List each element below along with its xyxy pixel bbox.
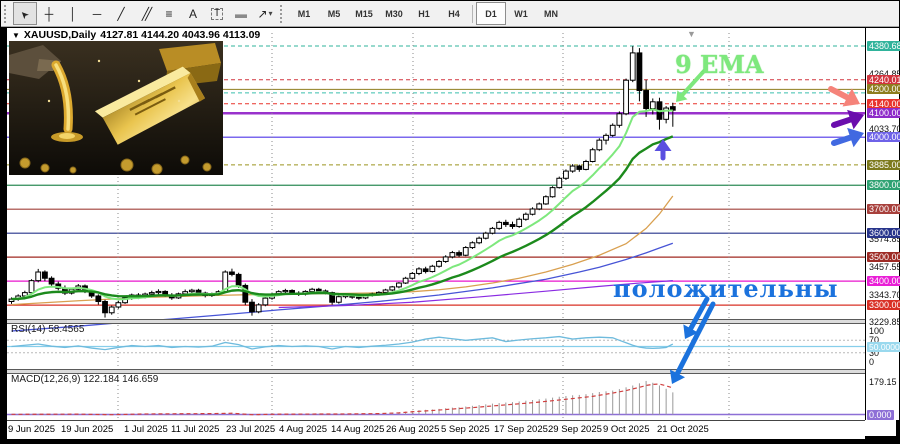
timeframe-m1-button[interactable]: M1 xyxy=(297,8,311,19)
toolbar-grip[interactable] xyxy=(4,4,9,23)
dropdown-caret-icon[interactable]: ▾ xyxy=(268,8,273,18)
price-level-label: 3400.00 xyxy=(867,276,900,287)
chart-title: ▼ XAUUSD,Daily 4127.81 4144.20 4043.96 4… xyxy=(12,29,260,41)
date-label: 4 Aug 2025 xyxy=(279,424,328,435)
price-level-label: 3600.00 xyxy=(867,228,900,239)
price-level-label: 4200.00 xyxy=(867,84,900,95)
fibonacci-icon: ≡ xyxy=(165,6,173,21)
price-axis[interactable]: 4264.85 4033.70 3574.85 3457.55 3343.70 3229.… xyxy=(865,28,900,420)
shapes-tool-button[interactable]: ▬ xyxy=(229,2,253,25)
horizontal-line-icon: ─ xyxy=(92,6,102,21)
trendline-icon: ╱ xyxy=(117,6,125,21)
price-level-label: 4100.00 xyxy=(867,108,900,119)
toolbar: ➤ ┼ │ ─ ╱ ╱╱ ≡ A T ▬ ↗ ▾ M1 M5 M15 M30 H1 H4 D1 W1 MN xyxy=(1,1,899,27)
date-label: 19 Jun 2025 xyxy=(61,424,114,435)
macd-zero-label: 0.000 xyxy=(867,409,894,420)
date-label: 1 Jul 2025 xyxy=(124,424,168,435)
date-label: 9 Jun 2025 xyxy=(8,424,56,435)
chart-shift-marker[interactable]: ▼ xyxy=(687,29,696,39)
date-label: 14 Aug 2025 xyxy=(331,424,385,435)
timeframe-h1-button[interactable]: H1 xyxy=(418,8,430,19)
rsi-indicator-label: RSI(14) 58.4565 xyxy=(11,324,85,335)
chart-symbol: XAUUSD,Daily xyxy=(23,29,97,41)
panel-separator-rsi-macd[interactable] xyxy=(7,369,865,374)
text-tool-button[interactable]: A xyxy=(181,2,205,25)
price-level-label: 4140.00 xyxy=(867,98,900,109)
equidistant-channel-tool-button[interactable]: ╱╱ xyxy=(133,2,157,25)
date-axis[interactable]: 9 Jun 2025 19 Jun 2025 1 Jul 2025 11 Jul 20… xyxy=(7,420,865,439)
fibonacci-tool-button[interactable]: ≡ xyxy=(157,2,181,25)
rsi-tick-label: 100 xyxy=(869,326,885,336)
price-tick-label: 3229.85 xyxy=(869,316,900,327)
price-level-label: 4000.00 xyxy=(867,132,900,143)
vertical-line-icon: │ xyxy=(69,6,77,21)
price-tick-label: 3574.85 xyxy=(869,234,900,245)
price-level-label: 4240.01 xyxy=(867,74,900,85)
chart-window[interactable]: 4264.85 4033.70 3574.85 3457.55 3343.70 3229.… xyxy=(6,27,900,439)
rsi-tick-label: 0 xyxy=(869,357,875,367)
date-label: 11 Jul 2025 xyxy=(171,424,220,435)
price-tick-label: 4264.85 xyxy=(869,68,900,79)
rsi-level-label: 50.0000 xyxy=(867,341,900,352)
price-tick-label: 4033.70 xyxy=(869,124,900,135)
crosshair-tool-button[interactable]: ┼ xyxy=(37,2,61,25)
timeframe-d1-button[interactable]: D1 xyxy=(476,2,506,25)
toolbar-separator xyxy=(472,4,473,23)
vertical-line-tool-button[interactable]: │ xyxy=(61,2,85,25)
timeframe-m30-button[interactable]: M30 xyxy=(385,8,403,19)
cursor-tool-button[interactable]: ➤ xyxy=(13,2,37,25)
positive-annotation-text: положительны xyxy=(613,274,839,303)
timeframe-mn-button[interactable]: MN xyxy=(544,8,558,19)
date-label: 17 Sep 2025 xyxy=(494,424,548,435)
shapes-icon: ▬ xyxy=(235,6,247,21)
price-tick-label: 3457.55 xyxy=(869,262,900,273)
chart-ohlc: 4127.81 4144.20 4043.96 4113.09 xyxy=(100,29,261,41)
rsi-tick-label: 30 xyxy=(869,347,880,358)
arrows-icon: ↗ xyxy=(257,6,268,21)
price-level-label: 3800.00 xyxy=(867,180,900,191)
macd-indicator-label: MACD(12,26,9) 122.184 146.659 xyxy=(11,374,159,385)
timeframe-h4-button[interactable]: H4 xyxy=(448,8,460,19)
chart-menu-icon[interactable]: ▼ xyxy=(12,30,20,40)
text-label-tool-button[interactable]: T xyxy=(205,2,229,25)
toolbar-grip[interactable] xyxy=(280,4,285,23)
date-label: 23 Jul 2025 xyxy=(226,424,276,435)
trendline-tool-button[interactable]: ╱ xyxy=(109,2,133,25)
date-label: 29 Sep 2025 xyxy=(548,424,602,435)
gold-bar-image xyxy=(9,41,223,175)
cursor-icon: ➤ xyxy=(17,6,32,21)
price-level-label: 3700.00 xyxy=(867,204,900,215)
horizontal-line-tool-button[interactable]: ─ xyxy=(85,2,109,25)
equidistant-channel-icon: ╱╱ xyxy=(141,6,153,21)
date-label: 26 Aug 2025 xyxy=(386,424,440,435)
date-label: 21 Oct 2025 xyxy=(657,424,709,435)
panel-separator-main-rsi[interactable] xyxy=(7,319,865,324)
date-label: 5 Sep 2025 xyxy=(441,424,490,435)
text-icon: A xyxy=(188,6,197,21)
rsi-tick-label: 70 xyxy=(869,335,880,346)
crosshair-icon: ┼ xyxy=(44,6,54,21)
price-level-label: 3300.00 xyxy=(867,300,900,311)
timeframe-m5-button[interactable]: M5 xyxy=(327,8,341,19)
macd-tick-label: 179.15 xyxy=(869,377,897,387)
arrows-tool-button[interactable]: ↗ ▾ xyxy=(253,2,277,25)
price-level-label: 4380.68 xyxy=(867,41,900,52)
price-level-label: 3885.00 xyxy=(867,159,900,170)
timeframe-m15-button[interactable]: M15 xyxy=(355,8,373,19)
text-label-icon: T xyxy=(210,7,224,20)
price-level-label: 3500.00 xyxy=(867,252,900,263)
timeframe-w1-button[interactable]: W1 xyxy=(514,8,528,19)
ema-annotation-text: 9 EMA xyxy=(675,50,764,79)
price-tick-label: 3343.70 xyxy=(869,289,900,300)
date-label: 9 Oct 2025 xyxy=(603,424,650,435)
